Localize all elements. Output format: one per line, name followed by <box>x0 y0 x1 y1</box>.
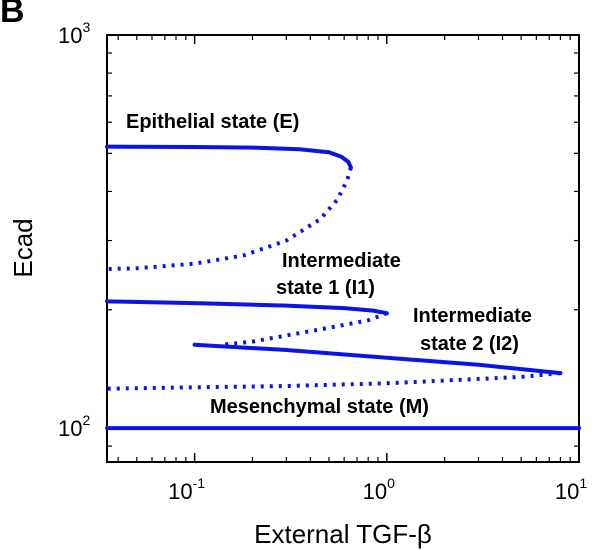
annotation-intermediate-2-line1: Intermediate <box>413 305 532 327</box>
series-group <box>105 144 581 431</box>
annotation-intermediate-1-line1: Intermediate <box>282 250 401 272</box>
x-tick-label: 10-1 <box>168 475 205 504</box>
y-tick-label: 103 <box>58 19 90 48</box>
annotation-mesenchymal: Mesenchymal state (M) <box>210 396 429 418</box>
series-line-3 <box>222 311 388 347</box>
plot-frame <box>106 34 580 463</box>
y-tick-labels: 102 103 <box>58 19 90 441</box>
x-tick-label: 100 <box>363 475 395 504</box>
annotation-epithelial: Epithelial state (E) <box>126 111 299 133</box>
x-axis-title: External TGF-β <box>254 519 432 549</box>
series-line-4 <box>192 342 563 376</box>
y-axis-title: Ecad <box>8 218 38 277</box>
panel-label: B <box>0 0 25 30</box>
series-line-5 <box>106 371 561 391</box>
series-line-2 <box>105 299 389 316</box>
annotation-intermediate-1-line2: state 1 (I1) <box>276 277 375 299</box>
annotation-intermediate-2-line2: state 2 (I2) <box>420 333 519 355</box>
series-line-0 <box>105 144 353 170</box>
minor-ticks <box>107 35 579 462</box>
x-tick-labels: 10-1 100 101 <box>168 475 587 504</box>
y-tick-label: 102 <box>58 412 90 441</box>
x-tick-label: 101 <box>555 475 587 504</box>
series-line-1 <box>106 167 353 271</box>
